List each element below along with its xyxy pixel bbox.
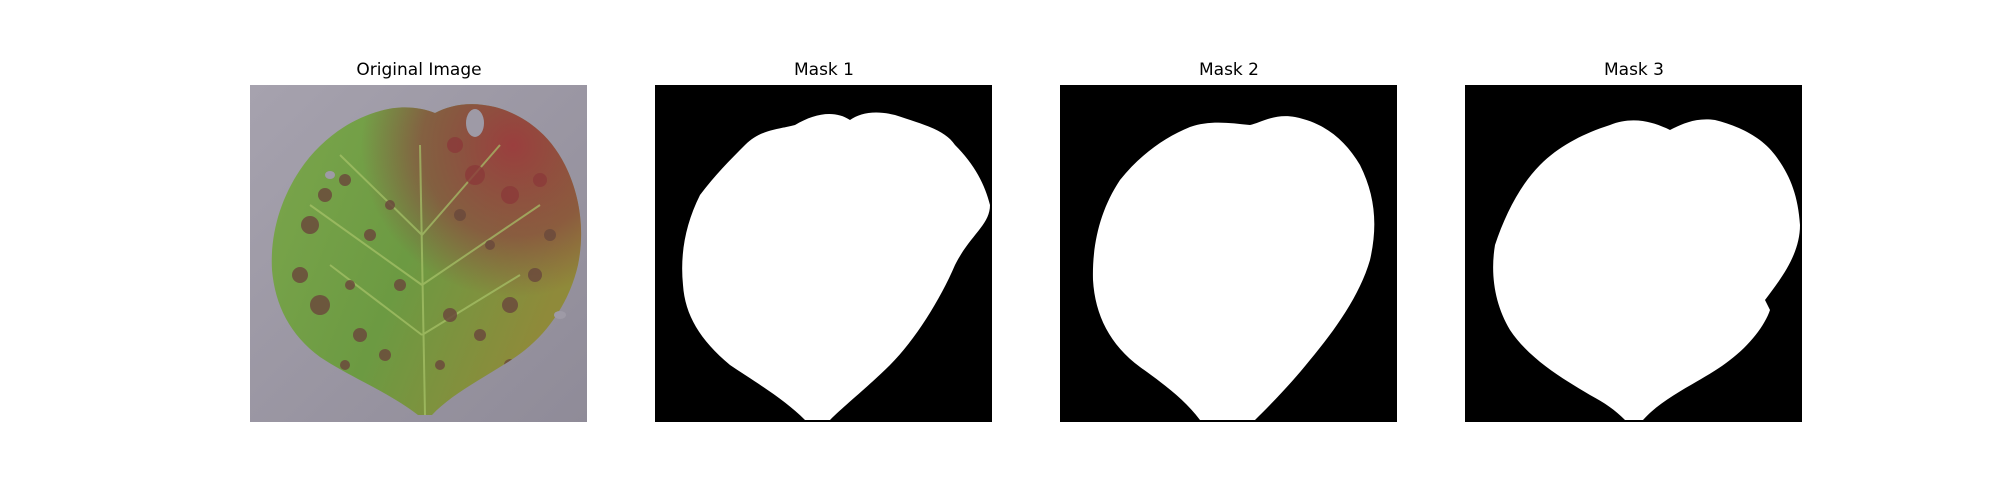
original-image-panel [250,85,587,422]
mask-2-title: Mask 2 [1198,60,1259,80]
mask-1-title: Mask 1 [793,60,854,80]
mask-2-panel [1060,85,1397,422]
leaf-photo [250,85,587,422]
mask-3-title: Mask 3 [1603,60,1664,80]
mask-1-panel [655,85,992,422]
mask-3-image [1465,85,1802,422]
mask-3-panel [1465,85,1802,422]
mask-2-image [1060,85,1397,422]
original-image-title: Original Image [356,60,482,80]
mask-1-image [655,85,992,422]
